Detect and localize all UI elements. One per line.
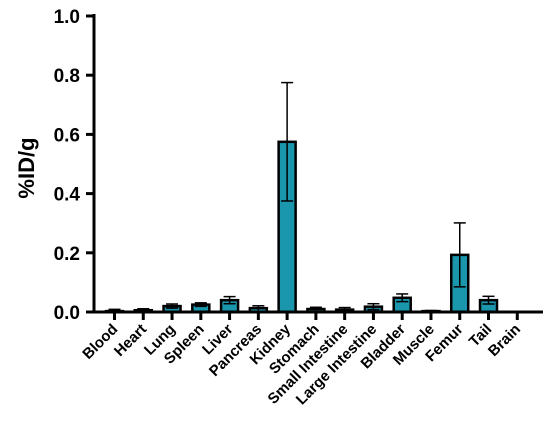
category-label: Heart bbox=[111, 321, 150, 360]
y-tick-label: 0.0 bbox=[54, 303, 80, 324]
y-tick-label: 1.0 bbox=[54, 7, 80, 28]
x-axis: BloodHeartLungSpleenLiverPancreasKidneyS… bbox=[79, 310, 543, 408]
y-tick-label: 0.8 bbox=[54, 66, 80, 87]
y-axis: 0.0 0.2 0.4 0.6 0.8 1.0 bbox=[54, 7, 96, 324]
y-tick-label: 0.2 bbox=[54, 244, 80, 265]
y-axis-title: %ID/g bbox=[14, 137, 39, 198]
bars-group bbox=[104, 81, 499, 314]
category-label: Brain bbox=[485, 321, 524, 360]
y-tick-label: 0.4 bbox=[54, 185, 81, 206]
y-tick-label: 0.6 bbox=[54, 125, 80, 146]
category-label: Blood bbox=[79, 321, 121, 363]
